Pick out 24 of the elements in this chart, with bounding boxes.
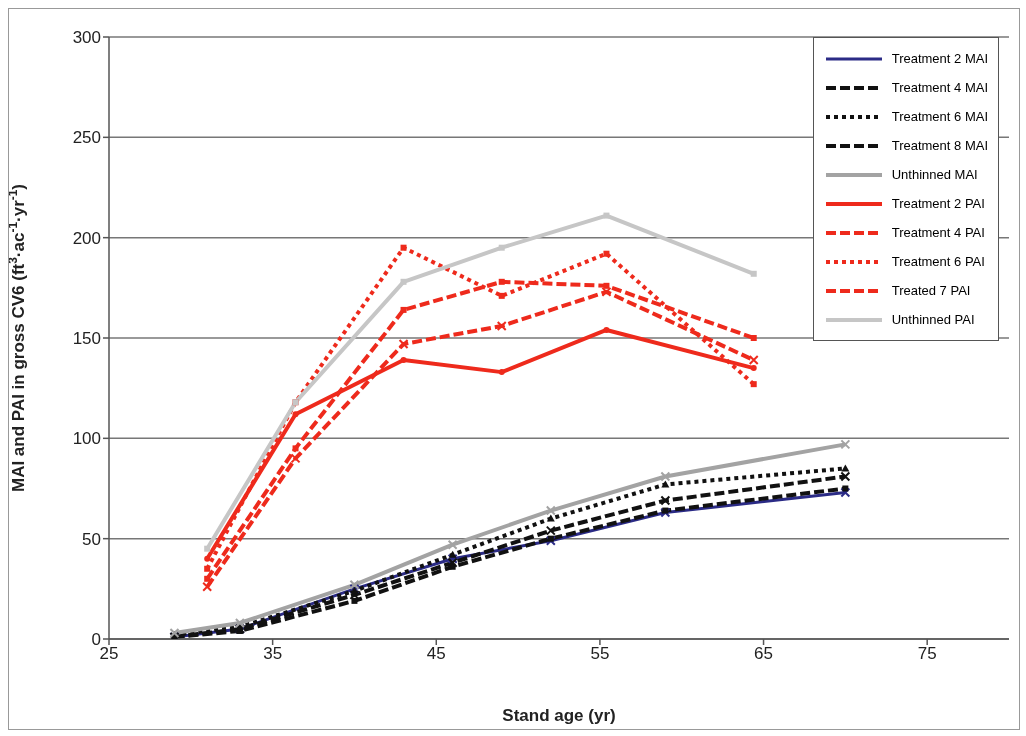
x-tick-label: 45 <box>426 644 446 664</box>
legend-label: Treatment 6 MAI <box>891 109 988 124</box>
y-tick-label: 150 <box>72 329 101 349</box>
x-tick-label: 25 <box>99 644 119 664</box>
x-tick-label: 35 <box>263 644 283 664</box>
legend-label: Treatment 4 PAI <box>891 225 985 240</box>
y-tick-label: 200 <box>72 228 101 248</box>
x-tick-label: 75 <box>917 644 937 664</box>
x-tick-label: 65 <box>754 644 774 664</box>
y-tick-label: 100 <box>72 429 101 449</box>
legend-label: Unthinned MAI <box>891 167 978 182</box>
legend-label: Treatment 8 MAI <box>891 138 988 153</box>
x-tick-label: 55 <box>590 644 610 664</box>
y-tick-label: 250 <box>72 128 101 148</box>
legend-label: Treatment 4 MAI <box>891 80 988 95</box>
legend-label: Treatment 6 PAI <box>891 254 985 269</box>
legend-label: Treated 7 PAI <box>891 283 971 298</box>
x-axis-title: Stand age (yr) <box>502 706 616 726</box>
y-tick-label: 300 <box>72 28 101 48</box>
legend-label: Treatment 2 PAI <box>891 196 985 211</box>
legend-label: Treatment 2 MAI <box>891 51 988 66</box>
legend-label: Unthinned PAI <box>891 312 975 327</box>
y-tick-label: 0 <box>91 630 101 650</box>
y-tick-label: 50 <box>82 529 101 549</box>
